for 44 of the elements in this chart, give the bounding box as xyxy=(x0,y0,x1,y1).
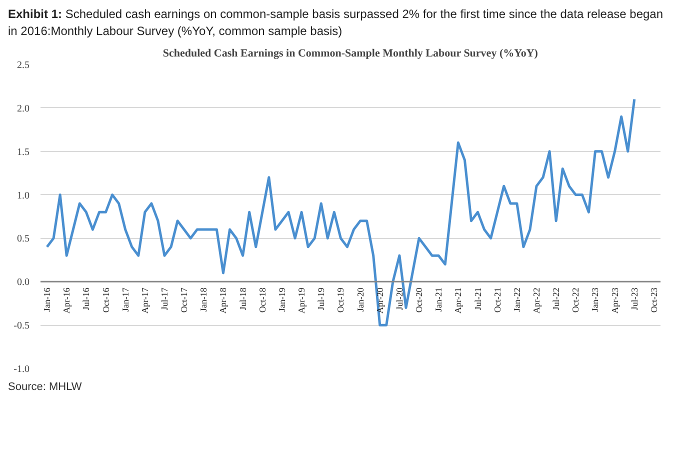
x-tick-label: Apr-20 xyxy=(374,286,385,314)
x-tick-label: Jul-17 xyxy=(160,286,170,310)
source-note: Source: MHLW xyxy=(8,380,82,395)
y-tick-label: 1.0 xyxy=(17,190,30,201)
chart-subtitle: Scheduled Cash Earnings in Common-Sample Monthly Labour Survey (%YoY) xyxy=(162,47,538,60)
x-tick-label: Oct-21 xyxy=(492,287,502,312)
x-tick-label: Oct-18 xyxy=(257,286,268,312)
y-tick-label: -0.5 xyxy=(14,320,30,332)
x-tick-label: Oct-23 xyxy=(648,286,659,312)
x-tick-label: Apr-19 xyxy=(296,286,307,314)
y-tick-label: 0.0 xyxy=(17,276,30,288)
x-tick-label: Jul-18 xyxy=(238,286,248,310)
x-tick-label: Apr-16 xyxy=(62,286,72,314)
x-tick-label: Apr-22 xyxy=(532,287,542,314)
x-tick-label: Jul-19 xyxy=(316,286,326,310)
y-tick-label: 1.5 xyxy=(17,146,30,158)
x-tick-label: Oct-17 xyxy=(179,286,190,312)
y-tick-label: 0.5 xyxy=(17,233,30,244)
x-tick-label: Apr-18 xyxy=(218,286,228,314)
x-tick-label: Jul-22 xyxy=(551,287,562,310)
x-tick-label: Oct-22 xyxy=(570,287,581,312)
x-tick-label: Apr-21 xyxy=(453,287,464,314)
x-tick-label: Jul-16 xyxy=(81,286,92,310)
x-tick-label: Oct-19 xyxy=(336,286,346,312)
x-tick-label: Jan-17 xyxy=(120,286,130,312)
y-tick-label: 2.0 xyxy=(17,103,30,114)
x-tick-label: Jan-16 xyxy=(42,286,52,312)
x-tick-label: Apr-17 xyxy=(140,286,150,314)
x-tick-label: Oct-16 xyxy=(100,286,111,312)
x-tick-label: Jan-18 xyxy=(198,286,209,312)
x-tick-label: Apr-23 xyxy=(610,286,620,314)
x-tick-label: Jan-21 xyxy=(434,287,444,312)
x-tick-label: Jul-21 xyxy=(472,287,483,310)
x-tick-label: Jan-20 xyxy=(355,286,366,312)
chart-title: Exhibit 1: Scheduled cash earnings on common-sample basis surpassed 2% for the first time since the data release began in 2016:Monthly Labour Survey (%YoY, common sample basis) xyxy=(8,6,664,40)
y-tick-label: -1.0 xyxy=(14,364,30,375)
x-tick-label: Oct-20 xyxy=(414,286,424,312)
line-series xyxy=(46,98,636,326)
x-tick-label: Jan-19 xyxy=(276,286,287,312)
x-tick-label: Jan-23 xyxy=(590,286,600,312)
x-tick-label: Jan-22 xyxy=(512,287,522,312)
y-tick-label: 2.5 xyxy=(17,60,30,71)
x-tick-label: Jul-23 xyxy=(629,286,640,310)
x-tick-label: Jul-20 xyxy=(394,286,404,310)
